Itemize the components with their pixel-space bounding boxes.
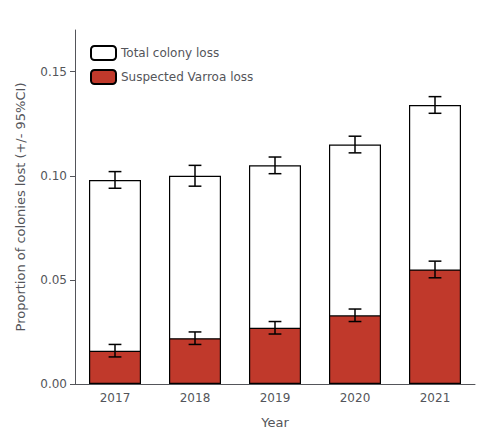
svg-text:2020: 2020 [340,391,371,405]
svg-text:Suspected Varroa loss: Suspected Varroa loss [121,70,253,84]
svg-text:2021: 2021 [420,391,451,405]
svg-text:2018: 2018 [180,391,211,405]
svg-text:2017: 2017 [100,391,131,405]
svg-text:Total colony loss: Total colony loss [120,46,219,60]
svg-text:0.05: 0.05 [40,273,67,287]
svg-text:Proportion of colonies lost (+: Proportion of colonies lost (+/- 95%CI) [13,83,28,332]
svg-text:Year: Year [260,415,289,430]
svg-text:2019: 2019 [260,391,291,405]
svg-text:0.10: 0.10 [40,169,67,183]
svg-text:0.00: 0.00 [40,377,67,391]
svg-text:0.15: 0.15 [40,65,67,79]
